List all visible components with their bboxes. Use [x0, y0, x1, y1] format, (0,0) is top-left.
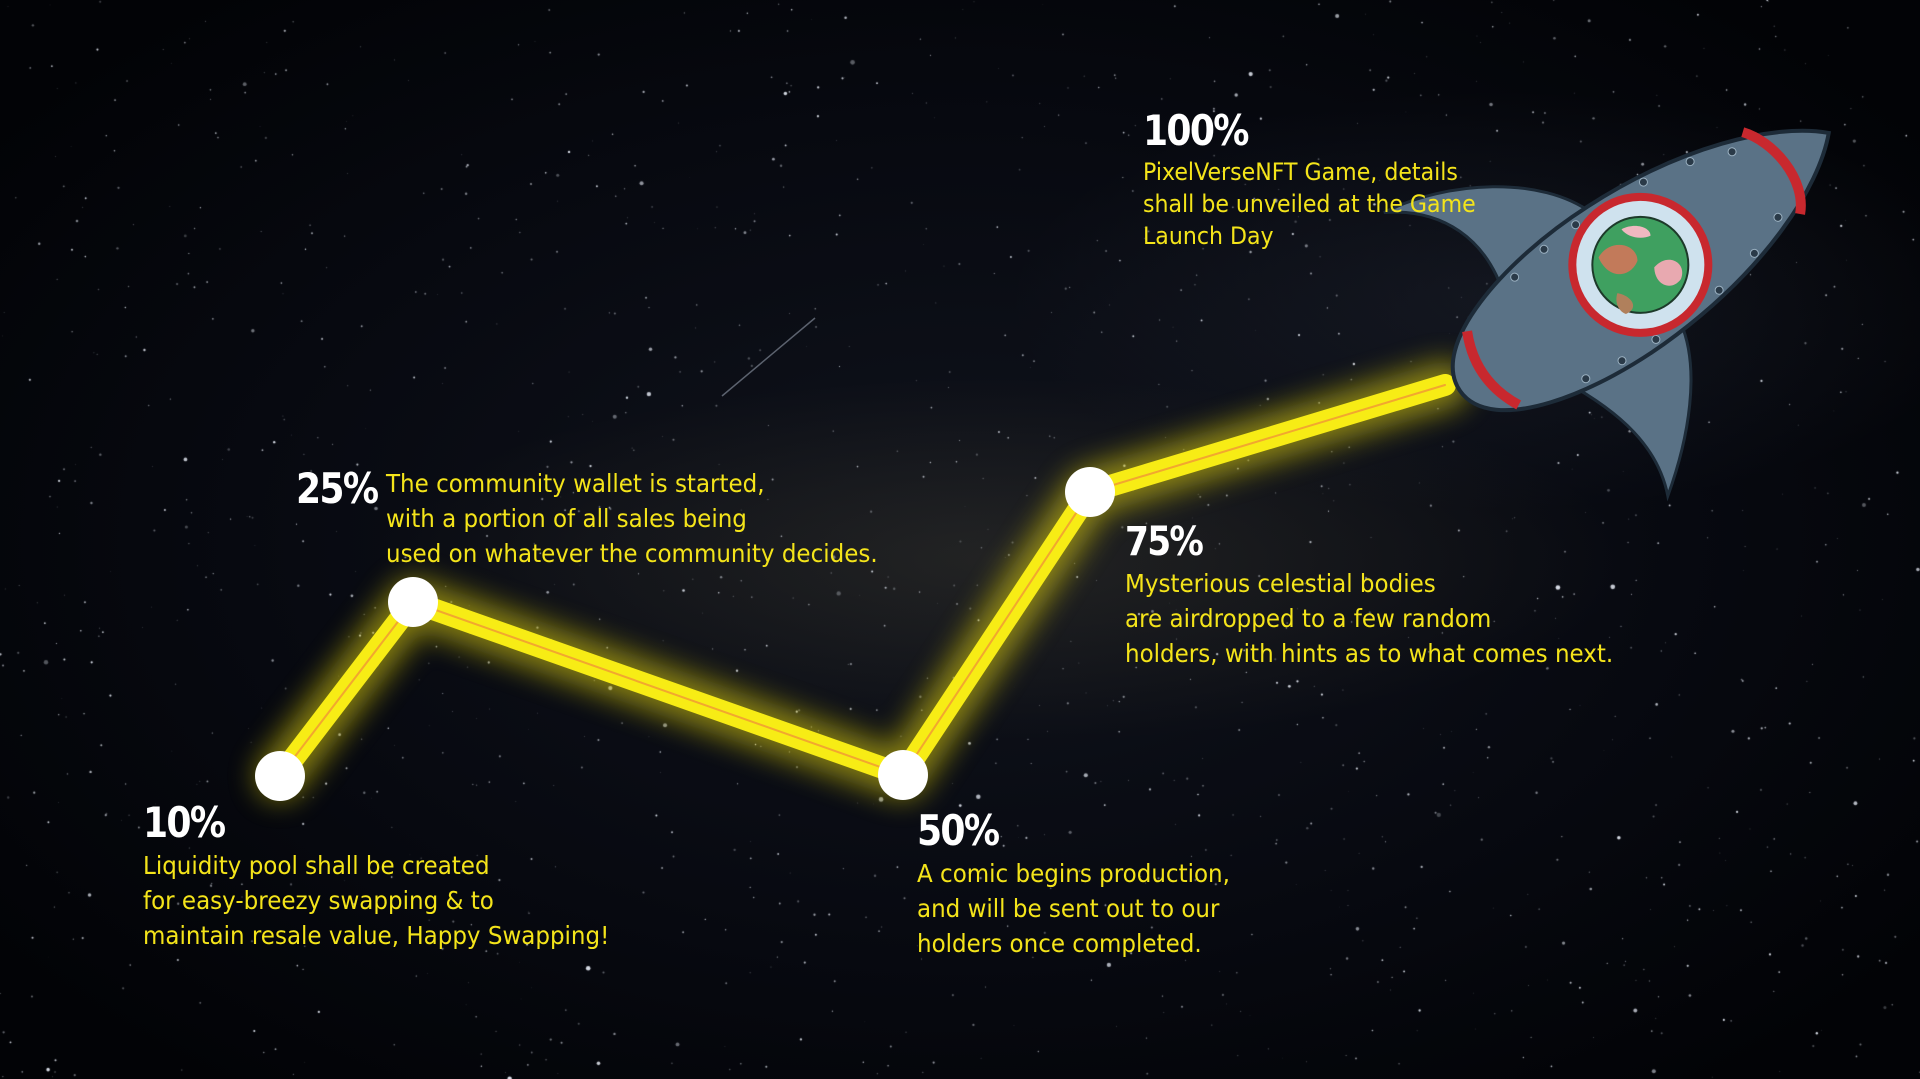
milestone-description: The community wallet is started, with a … [385, 469, 878, 568]
rocket-nose-band [1741, 127, 1806, 215]
planet-icon [1591, 215, 1690, 315]
milestone-percent: 75% [1125, 519, 1204, 565]
milestone-description: PixelVerseNFT Game, details shall be unv… [1143, 158, 1476, 250]
milestone-percent: 10% [143, 798, 226, 847]
milestone-node-50 [878, 750, 928, 800]
milestone-10: 10% Liquidity pool shall be created for … [143, 802, 650, 953]
milestone-percent: 100% [1143, 106, 1249, 155]
milestone-100: 100% PixelVerseNFT Game, details shall b… [1143, 110, 1505, 252]
milestone-percent: 50% [917, 806, 1000, 855]
rocket-fin-top [1383, 185, 1595, 302]
milestone-node-10 [255, 751, 305, 801]
milestone-description: A comic begins production, and will be s… [917, 859, 1230, 958]
milestone-description: Mysterious celestial bodies are airdropp… [1125, 569, 1614, 668]
milestone-node-25 [388, 577, 438, 627]
milestone-25: 25% The community wallet is started, wit… [296, 466, 920, 571]
shooting-star [721, 317, 816, 397]
milestone-50: 50% A comic begins production, and will … [917, 810, 1257, 961]
milestone-percent: 25% [296, 464, 379, 513]
rocket-tail-band [1462, 330, 1522, 410]
milestone-75: 75% Mysterious celestial bodies are aird… [1125, 522, 1656, 671]
milestone-node-75 [1065, 467, 1115, 517]
milestone-description: Liquidity pool shall be created for easy… [143, 851, 610, 950]
